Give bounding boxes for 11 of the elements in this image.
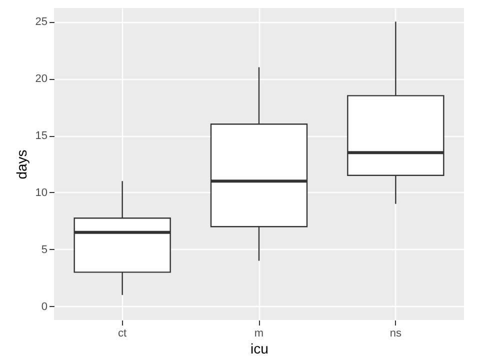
y-tick-label: 15 <box>35 130 48 142</box>
y-axis-title: days <box>13 150 30 180</box>
y-tick-label: 20 <box>35 73 48 86</box>
x-tick-label: ct <box>118 328 127 340</box>
x-axis-title: icu <box>250 340 268 356</box>
y-tick-label: 10 <box>35 186 48 199</box>
y-tick-label: 0 <box>41 300 48 313</box>
y-tick-label: 5 <box>41 244 48 256</box>
x-tick-label: m <box>254 328 264 340</box>
x-tick-label: ns <box>390 328 402 340</box>
y-tick-label: 25 <box>35 16 48 28</box>
